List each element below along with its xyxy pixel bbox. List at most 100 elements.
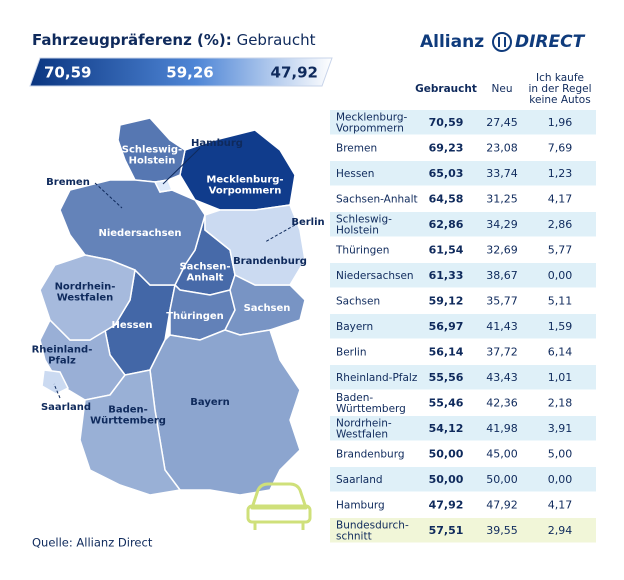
- column-header-line: Ich kaufe: [536, 72, 584, 84]
- row-background: [330, 186, 596, 211]
- row-name-line: schnitt: [336, 530, 372, 542]
- state-label: Baden-Württemberg: [90, 405, 166, 427]
- cell-value: 0,00: [548, 269, 573, 282]
- row-name: Mecklenburg-Vorpommern: [336, 111, 408, 134]
- cell-value: 1,59: [548, 320, 573, 333]
- cell-value: 41,43: [486, 320, 518, 333]
- column-header-line: Neu: [492, 83, 513, 95]
- cell-value: 2,86: [548, 218, 573, 231]
- cell-value: 55,56: [429, 371, 464, 384]
- title: Fahrzeugpräferenz (%): Gebraucht: [32, 31, 316, 49]
- row-name: Niedersachsen: [336, 270, 414, 282]
- state: [149, 329, 301, 496]
- leader-line: [94, 182, 123, 209]
- row-background: [330, 339, 596, 364]
- cell-value: 50,00: [429, 473, 464, 486]
- source: Quelle: Allianz Direct: [32, 536, 153, 550]
- state: [39, 254, 136, 341]
- state: [153, 179, 174, 193]
- row-name: Bayern: [336, 321, 373, 333]
- logo-main: Allianz: [420, 32, 484, 52]
- column-header-line: in der Regel: [528, 83, 591, 95]
- row-name: Nordrhein-Westfalen: [336, 417, 392, 440]
- cell-value: 55,46: [429, 396, 464, 409]
- row-name-line: Hessen: [336, 168, 374, 180]
- title-rest: Gebraucht: [237, 31, 316, 49]
- state: [41, 369, 70, 395]
- row-background: [330, 135, 596, 160]
- column-header: Neu: [492, 83, 513, 95]
- legend-label: 47,92: [271, 64, 318, 82]
- row-name: Berlin: [336, 346, 366, 358]
- cell-value: 59,12: [429, 294, 464, 307]
- row-background: [330, 365, 596, 390]
- cell-value: 47,92: [486, 498, 518, 511]
- state-label-line: Pfalz: [48, 356, 76, 367]
- state-label-line: Brandenburg: [233, 256, 307, 267]
- row-name-line: Rheinland-Pfalz: [336, 372, 418, 384]
- row-name-line: Sachsen: [336, 295, 380, 307]
- cell-value: 62,86: [429, 218, 464, 231]
- cell-value: 50,00: [486, 473, 518, 486]
- table: Gebraucht Neu Ich kaufe in der Regel keine A…: [330, 72, 596, 543]
- row-background: [330, 390, 596, 415]
- car-icon: [246, 482, 312, 530]
- state-label: Bremen: [46, 177, 90, 188]
- state-label-line: Baden-: [108, 405, 148, 416]
- state-label-line: Württemberg: [90, 416, 166, 427]
- leader-line: [162, 147, 201, 185]
- state-label: Hamburg: [191, 138, 243, 149]
- cell-value: 61,54: [429, 243, 464, 256]
- state-label: Brandenburg: [233, 256, 307, 267]
- row-name: Bremen: [336, 142, 377, 154]
- row-background: [330, 263, 596, 288]
- row-name-line: Mecklenburg-: [336, 111, 408, 123]
- row-background: [330, 314, 596, 339]
- cell-value: 33,74: [486, 167, 518, 180]
- row-background: [330, 467, 596, 492]
- car-body: [250, 482, 308, 510]
- cell-value: 3,91: [548, 422, 573, 435]
- state-label: Niedersachsen: [98, 228, 181, 239]
- row-name: Schleswig-Holstein: [336, 213, 392, 236]
- row-name: Sachsen: [336, 295, 380, 307]
- state-label-line: Niedersachsen: [98, 228, 181, 239]
- cell-value: 23,08: [486, 141, 518, 154]
- state-label-line: Hessen: [112, 320, 153, 331]
- cell-value: 2,18: [548, 396, 573, 409]
- cell-value: 43,43: [486, 371, 518, 384]
- cell-value: 5,11: [548, 294, 573, 307]
- cell-value: 39,55: [486, 524, 518, 537]
- cell-value: 54,12: [429, 422, 464, 435]
- cell-value: 32,69: [486, 243, 518, 256]
- cell-value: 45,00: [486, 447, 518, 460]
- state-label: Saarland: [41, 402, 91, 413]
- row-background: [330, 161, 596, 186]
- state-label: Mecklenburg-Vorpommern: [206, 175, 283, 197]
- row-name-line: Schleswig-: [336, 213, 392, 225]
- cell-value: 6,14: [548, 345, 573, 358]
- column-header-line: Gebraucht: [415, 83, 477, 95]
- logo: Allianz DIRECT: [420, 32, 586, 52]
- state-label: Thüringen: [166, 311, 224, 322]
- cell-value: 65,03: [429, 167, 464, 180]
- row-name: Baden-Württemberg: [336, 392, 406, 415]
- column-header: Ich kaufe in der Regel keine Autos: [528, 72, 591, 106]
- state: [59, 179, 206, 286]
- row-name-line: Saarland: [336, 474, 383, 486]
- state-label-line: Sachsen-: [179, 262, 230, 273]
- row-background: [330, 288, 596, 313]
- cell-value: 57,51: [429, 524, 464, 537]
- cell-value: 0,00: [548, 473, 573, 486]
- state-label-line: Thüringen: [166, 311, 224, 322]
- row-name-line: Bundesdurch-: [336, 519, 409, 531]
- cell-value: 4,17: [548, 192, 573, 205]
- legend-label: 70,59: [44, 64, 91, 82]
- cell-value: 35,77: [486, 294, 518, 307]
- state-label: Sachsen-Anhalt: [179, 262, 230, 284]
- row-background: [330, 416, 596, 441]
- row-background: [330, 212, 596, 237]
- row-name-line: Vorpommern: [336, 122, 404, 134]
- cell-value: 4,17: [548, 498, 573, 511]
- state-label: Sachsen: [244, 303, 291, 314]
